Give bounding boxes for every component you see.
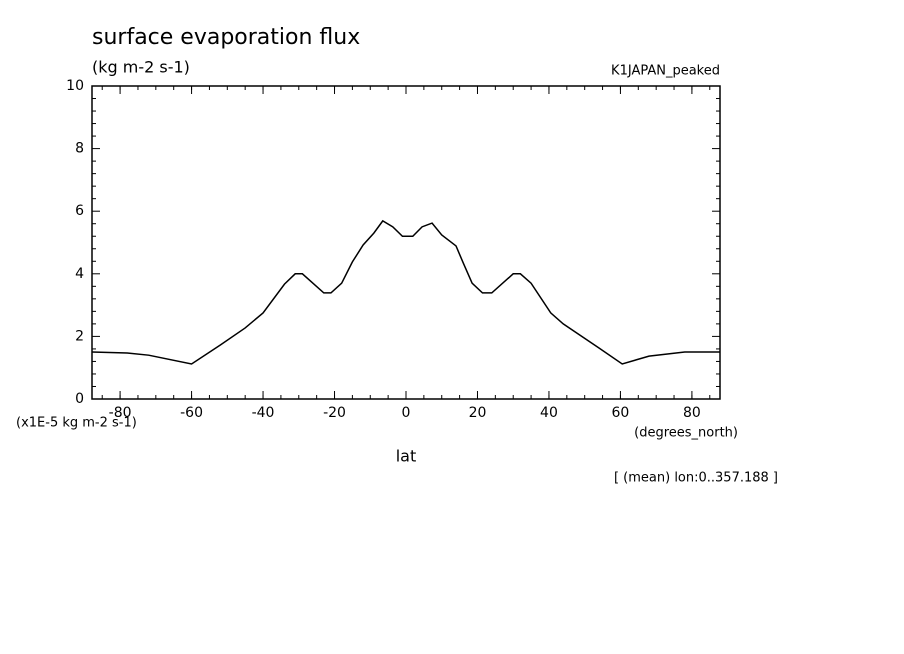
y-tick-label: 4 bbox=[75, 266, 84, 282]
x-tick-label: -40 bbox=[252, 405, 275, 421]
x-tick-label: 80 bbox=[683, 405, 701, 421]
y-tick-label: 6 bbox=[75, 203, 84, 219]
y-tick-label: 0 bbox=[75, 391, 84, 407]
x-tick-label: 40 bbox=[540, 405, 558, 421]
x-axis-units: (degrees_north) bbox=[634, 426, 738, 441]
y-axis-label: (x1E-5 kg m-2 s-1) bbox=[16, 416, 137, 431]
footnote: [ (mean) lon:0..357.188 ] bbox=[614, 471, 778, 486]
x-tick-label: 60 bbox=[612, 405, 630, 421]
plot-frame bbox=[91, 85, 721, 400]
chart-title: surface evaporation flux bbox=[92, 25, 360, 50]
x-tick-label: -60 bbox=[180, 405, 203, 421]
x-tick-label: -20 bbox=[323, 405, 346, 421]
chart-subtitle: (kg m-2 s-1) bbox=[92, 58, 190, 77]
x-axis-label: lat bbox=[396, 447, 417, 466]
x-tick-label: 0 bbox=[402, 405, 411, 421]
annotation: K1JAPAN_peaked bbox=[611, 64, 720, 79]
y-tick-label: 2 bbox=[75, 328, 84, 344]
x-tick-label: 20 bbox=[469, 405, 487, 421]
x-tick-label: -80 bbox=[109, 405, 132, 421]
y-tick-label: 8 bbox=[75, 141, 84, 157]
data-line bbox=[91, 219, 720, 365]
y-tick-label: 10 bbox=[66, 78, 84, 94]
